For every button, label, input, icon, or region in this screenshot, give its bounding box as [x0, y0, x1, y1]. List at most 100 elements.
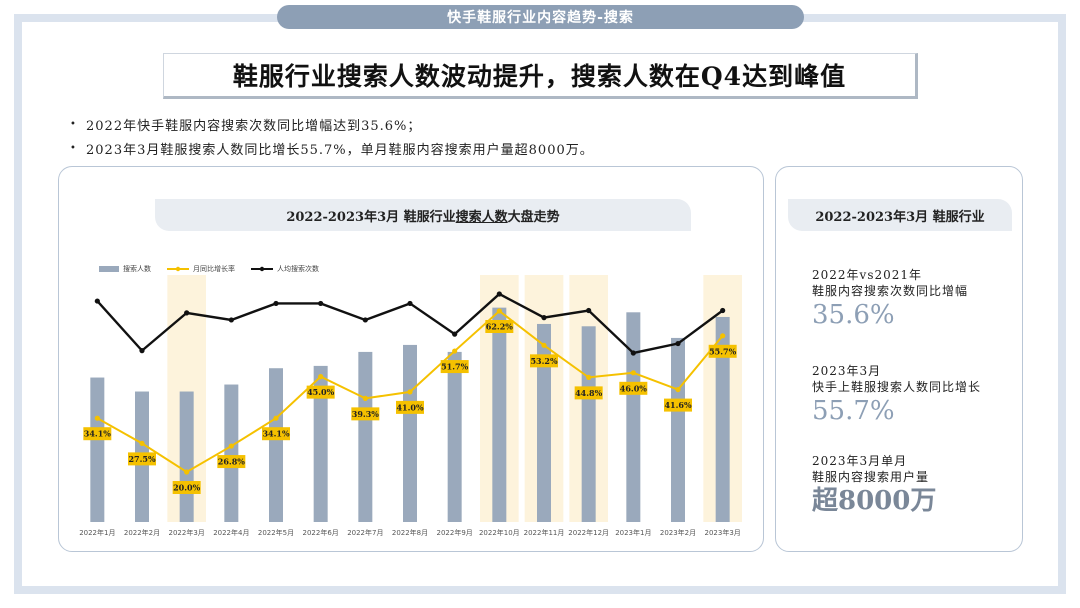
bullet-item: • 2023年3月鞋服搜索人数同比增长55.7%，单月鞋服内容搜索用户量超8000… [70, 136, 594, 160]
growth-label-box [664, 398, 692, 412]
avg-search-point [541, 315, 547, 321]
growth-rate-point [586, 374, 592, 380]
growth-label-box [217, 455, 246, 469]
growth-data-label: 41.0% [396, 402, 423, 412]
growth-rate-point [94, 415, 100, 421]
growth-label-box [485, 320, 514, 333]
stat-label: 2023年3月 [812, 364, 882, 378]
avg-search-point [184, 310, 190, 316]
chart-panel: 2022-2023年3月 鞋服行业 搜索人数 大盘走势 搜索人数 月同比增长率 人均… [58, 166, 764, 552]
avg-search-point [675, 340, 681, 347]
growth-rate-point [318, 374, 324, 380]
growth-rate-point [273, 415, 279, 421]
bar-search-users [90, 377, 105, 522]
growth-rate-point [630, 370, 636, 376]
stat-label: 2022年vs2021年 [812, 268, 923, 282]
x-tick-label: 2022年6月 [303, 528, 339, 537]
avg-search-point [630, 350, 636, 356]
bar-search-users [581, 326, 596, 522]
bar-search-users [224, 384, 239, 522]
bar-search-users [313, 365, 328, 522]
stat-block: 2023年3月单月 鞋服内容搜索用户量 超8000万 [812, 453, 936, 517]
growth-data-label: 27.5% [128, 454, 155, 464]
avg-search-point [720, 307, 726, 314]
growth-data-label: 62.2% [486, 322, 513, 332]
x-tick-label: 2022年5月 [258, 528, 294, 537]
growth-data-label: 46.0% [620, 383, 647, 393]
growth-label-box [172, 481, 201, 494]
growth-data-label: 20.0% [173, 483, 200, 493]
bullet-item: • 2022年快手鞋服内容搜索次数同比增幅达到35.6%； [70, 112, 594, 136]
bar-search-users [537, 323, 551, 522]
x-tick-label: 2022年3月 [169, 528, 205, 537]
chart-title-pre: 2022-2023年3月 鞋服行业 [286, 209, 456, 225]
growth-label-box [351, 407, 380, 421]
avg-search-point [94, 298, 100, 304]
growth-rate-point [407, 389, 413, 395]
legend-label: 搜索人数 [123, 265, 151, 273]
growth-label-box [128, 452, 156, 466]
x-tick-label: 2022年2月 [124, 528, 160, 537]
side-panel-title: 2022-2023年3月 鞋服行业 [788, 199, 1012, 231]
stat-label: 快手上鞋服搜索人数同比增长 [812, 380, 982, 394]
bar-search-users [447, 351, 462, 522]
stat-block: 2023年3月 快手上鞋服搜索人数同比增长 55.7% [812, 363, 981, 427]
x-tick-label: 2022年8月 [392, 528, 428, 537]
avg-search-point [452, 331, 458, 337]
x-tick-label: 2022年11月 [524, 528, 565, 537]
growth-rate-point [228, 443, 234, 449]
growth-data-label: 44.8% [575, 388, 602, 398]
growth-data-label: 34.1% [262, 429, 289, 439]
x-tick-label: 2022年12月 [568, 528, 609, 537]
growth-data-label: 45.0% [307, 387, 334, 397]
growth-data-label: 41.6% [664, 400, 691, 410]
bar-search-users [626, 312, 641, 522]
growth-rate-point [496, 308, 502, 314]
growth-rate-point [184, 469, 190, 475]
growth-label-box [619, 381, 648, 395]
avg-search-point [407, 300, 413, 307]
stat-value: 55.7% [812, 396, 895, 426]
bullet-text: 2023年3月鞋服搜索人数同比增长55.7%，单月鞋服内容搜索用户量超8000万… [86, 142, 594, 158]
avg-search-point [496, 291, 502, 297]
x-tick-label: 2022年1月 [79, 528, 115, 537]
side-panel: 2022-2023年3月 鞋服行业 2022年vs2021年 鞋服内容搜索次数同… [775, 166, 1023, 552]
growth-label-box [440, 360, 469, 374]
growth-rate-point [139, 440, 145, 446]
stat-value: 35.6% [812, 300, 895, 330]
x-tick-label: 2023年1月 [615, 528, 651, 537]
bar-search-users [671, 337, 685, 522]
section-header: 快手鞋服行业内容趋势-搜索 [277, 5, 804, 29]
avg-search-point [362, 317, 368, 323]
chart-title-underline: 搜索人数 [455, 209, 508, 225]
legend-avg-line-icon [251, 266, 273, 272]
growth-label-box [306, 385, 335, 399]
bullet-dot-icon: • [70, 142, 77, 154]
bar-search-users [269, 368, 283, 522]
avg-search-point [273, 300, 279, 307]
legend-item-avg: 人均搜索次数 [251, 264, 319, 274]
growth-label-box [396, 400, 424, 414]
avg-search-point [139, 348, 145, 354]
bar-search-users [715, 316, 730, 522]
headline-text: 鞋服行业搜索人数波动提升，搜索人数在Q4达到峰值 [232, 62, 847, 91]
stat-label: 鞋服内容搜索用户量 [812, 470, 930, 484]
bar-search-users [179, 391, 194, 522]
growth-label-box [574, 386, 603, 400]
stat-block: 2022年vs2021年 鞋服内容搜索次数同比增幅 35.6% [812, 267, 968, 331]
bullet-text: 2022年快手鞋服内容搜索次数同比增幅达到35.6%； [86, 118, 422, 134]
x-tick-label: 2022年4月 [213, 528, 249, 537]
bullet-dot-icon: • [70, 118, 77, 130]
growth-rate-point [362, 395, 368, 401]
x-tick-label: 2023年2月 [660, 528, 696, 537]
legend-bar-swatch-icon [99, 266, 119, 272]
legend-item-growth: 月同比增长率 [167, 264, 235, 274]
avg-search-point [318, 300, 324, 307]
stat-label: 鞋服内容搜索次数同比增幅 [812, 284, 969, 298]
growth-label-box [83, 427, 112, 441]
growth-data-label: 39.3% [352, 409, 379, 419]
bar-search-users [403, 344, 417, 522]
growth-rate-point [720, 333, 726, 339]
x-tick-label: 2022年7月 [347, 528, 383, 537]
bar-search-users [492, 307, 507, 522]
